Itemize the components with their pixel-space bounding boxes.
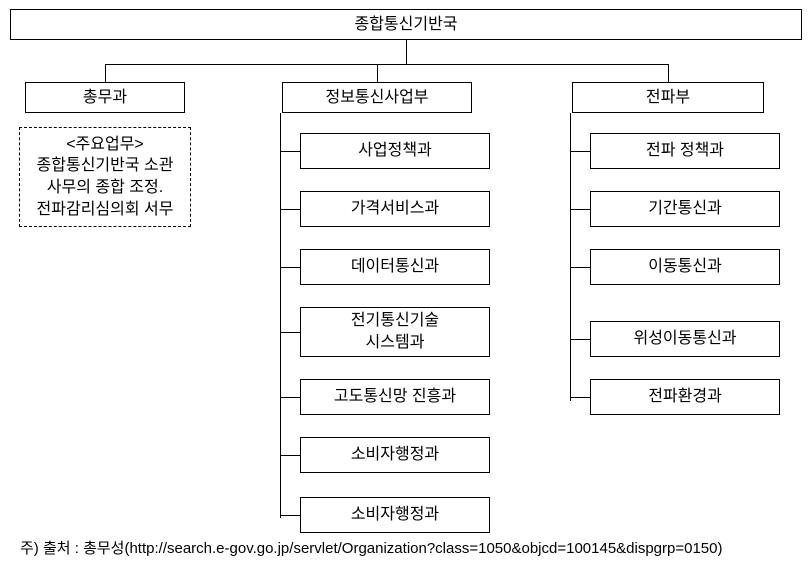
v-line [570,113,571,401]
child-node: 전파환경과 [590,379,780,415]
desc-title: <주요업무> [37,134,174,156]
child-label: 기간통신과 [648,198,722,220]
footnote-text: 주) 출처 : 총무성(http://search.e-gov.go.jp/se… [20,540,723,557]
h-line [570,397,590,398]
col1-description: <주요업무> 종합통신기반국 소관 사무의 종합 조정. 전파감리심의회 서무 [19,127,191,227]
h-line [280,515,300,516]
child-node: 기간통신과 [590,191,780,227]
root-node: 종합통신기반국 [10,9,802,40]
child-label: 가격서비스과 [351,198,439,220]
child-label: 위성이동통신과 [633,328,736,350]
child-label: 고도통신망 진흥과 [334,386,456,408]
child-node: 데이터통신과 [300,249,490,285]
child-label: 이동통신과 [648,256,722,278]
h-line [570,151,590,152]
child-node: 소비자행정과 [300,437,490,473]
h-line [280,397,300,398]
child-node: 위성이동통신과 [590,321,780,357]
h-line [280,455,300,456]
child-node: 전파 정책과 [590,133,780,169]
child-label: 소비자행정과 [351,504,439,526]
v-line [668,64,669,82]
org-chart: 종합통신기반국 총무과 <주요업무> 종합통신기반국 소관 사무의 종합 조정.… [0,0,812,562]
desc-line3: 전파감리심의회 서무 [37,199,174,221]
child-node: 소비자행정과 [300,497,490,533]
child-label: 전기통신기술 시스템과 [351,310,439,353]
child-node: 고도통신망 진흥과 [300,379,490,415]
child-label: 전파 정책과 [646,140,724,162]
col2-header-label: 정보통신사업부 [325,87,428,109]
desc-line1: 종합통신기반국 소관 [37,155,174,177]
v-line [280,113,281,518]
h-line [280,209,300,210]
child-node: 가격서비스과 [300,191,490,227]
desc-line2: 사무의 종합 조정. [37,177,174,199]
h-line [570,267,590,268]
v-line [377,64,378,82]
root-label: 종합통신기반국 [354,14,457,36]
col1-header: 총무과 [25,82,185,113]
v-line [406,40,407,64]
child-label: 사업정책과 [358,140,432,162]
col1-header-label: 총무과 [83,87,127,109]
footnote: 주) 출처 : 총무성(http://search.e-gov.go.jp/se… [20,537,723,558]
child-node: 이동통신과 [590,249,780,285]
h-line [570,339,590,340]
col3-header-label: 전파부 [646,87,690,109]
child-label: 전파환경과 [648,386,722,408]
child-label: 데이터통신과 [351,256,439,278]
col3-header: 전파부 [572,82,764,113]
v-line [105,64,106,82]
col1-desc-text: <주요업무> 종합통신기반국 소관 사무의 종합 조정. 전파감리심의회 서무 [37,134,174,220]
child-label: 소비자행정과 [351,444,439,466]
h-line [280,151,300,152]
child-node: 전기통신기술 시스템과 [300,307,490,357]
child-node: 사업정책과 [300,133,490,169]
col2-header: 정보통신사업부 [282,82,472,113]
h-line [280,267,300,268]
h-line [105,64,668,65]
h-line [570,209,590,210]
h-line [280,332,300,333]
